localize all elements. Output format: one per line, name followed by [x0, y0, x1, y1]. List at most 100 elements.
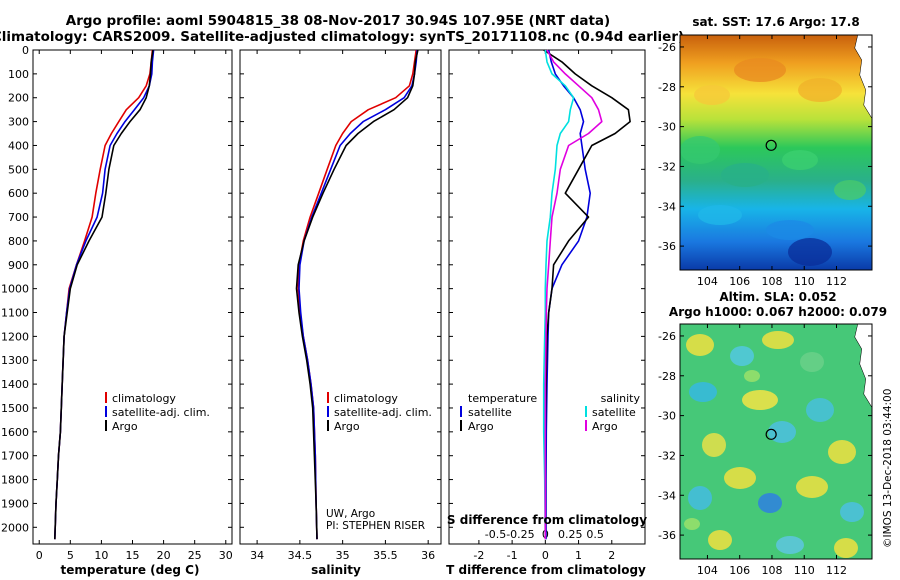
- legend-title-temperature: temperature: [468, 392, 537, 405]
- y-tick-label: 500: [8, 163, 29, 176]
- x-tick-label: 0: [36, 549, 43, 562]
- legend-label-salinity-satellite: satellite: [592, 406, 636, 419]
- lat-tick-label: -28: [658, 370, 676, 383]
- series-line-satellite-adj-clim-: [298, 49, 418, 540]
- salinity-difference-tick-label: -0.25: [506, 528, 534, 541]
- series-line-temperature-argo: [543, 49, 631, 540]
- sla-patch: [828, 440, 856, 464]
- sst-patch: [694, 85, 730, 105]
- y-tick-label: 1800: [1, 474, 29, 487]
- x-tick-label: 35.5: [373, 549, 398, 562]
- y-tick-label: 400: [8, 139, 29, 152]
- y-tick-label: 100: [8, 68, 29, 81]
- sst-map-frame: [679, 34, 873, 271]
- salinity-difference-tick-label: 0.5: [586, 528, 604, 541]
- y-tick-label: 0: [22, 44, 29, 57]
- imos-credit: ©IMOS 13-Dec-2018 03:44:00: [882, 389, 894, 548]
- salinity-difference-tick-label: -0.5: [485, 528, 506, 541]
- temperature-plot-frame: [32, 49, 233, 545]
- sla-patch: [684, 518, 700, 530]
- temperature-axis-label: temperature (deg C): [61, 563, 200, 577]
- sla-patch: [776, 536, 804, 554]
- lat-tick-label: -30: [658, 410, 676, 423]
- temperature-difference-x-axis: -2 -1 0 1 2: [473, 50, 615, 562]
- lon-tick-label: 112: [826, 275, 847, 288]
- series-line-argo: [295, 49, 419, 540]
- lon-tick-label: 104: [697, 564, 718, 577]
- x-tick-label: 15: [126, 549, 140, 562]
- data-credit-line2: PI: STEPHEN RISER: [326, 520, 425, 532]
- y-tick-label: 1100: [1, 307, 29, 320]
- data-credit-line1: UW, Argo: [326, 508, 375, 520]
- salinity-difference-axis-label: S difference from climatology: [447, 513, 647, 527]
- lat-tick-label: -28: [658, 81, 676, 94]
- y-tick-label: 1600: [1, 426, 29, 439]
- legend-label-temperature-argo: Argo: [468, 420, 494, 433]
- sla-map-panel: Altim. SLA: 0.052 Argo h1000: 0.067 h200…: [658, 290, 887, 577]
- sla-patch: [806, 398, 834, 422]
- sst-patch: [721, 163, 769, 187]
- legend-label-temperature-satellite: satellite: [468, 406, 512, 419]
- x-tick-label: 10: [94, 549, 108, 562]
- sla-patch: [689, 382, 717, 402]
- legend-label-climatology: climatology: [112, 392, 176, 405]
- sla-map-title-line2: Argo h1000: 0.067 h2000: 0.079: [669, 305, 887, 319]
- sst-anomaly-patches: [680, 58, 866, 266]
- series-line-salinity-satellite: [542, 49, 575, 540]
- lon-tick-label: 106: [729, 564, 750, 577]
- y-tick-label: 1200: [1, 330, 29, 343]
- sla-patch: [686, 334, 714, 356]
- legend-label-argo: Argo: [334, 420, 360, 433]
- figure-title-line1: Argo profile: aoml 5904815_38 08-Nov-201…: [66, 13, 610, 29]
- difference-series: [542, 49, 631, 540]
- y-tick-label: 1300: [1, 354, 29, 367]
- sla-patch: [708, 530, 732, 550]
- sla-patch: [834, 538, 858, 558]
- legend-title-salinity: salinity: [601, 392, 641, 405]
- salinity-depth-ticks: [240, 49, 441, 528]
- sla-patch: [762, 331, 794, 349]
- salinity-difference-tick-label: 0.25: [558, 528, 583, 541]
- argo-float-marker: [765, 428, 777, 440]
- y-tick-label: 200: [8, 92, 29, 105]
- sst-patch: [834, 180, 866, 200]
- lon-tick-label: 110: [794, 564, 815, 577]
- x-tick-label: -1: [507, 549, 518, 562]
- x-tick-label: 0: [542, 549, 549, 562]
- y-tick-label: 300: [8, 116, 29, 129]
- difference-legend: temperature satellite Argo salinity sate…: [460, 392, 641, 433]
- sla-land: [855, 324, 872, 407]
- lat-tick-label: -32: [658, 160, 676, 173]
- y-tick-label: 900: [8, 259, 29, 272]
- lon-tick-label: 108: [761, 564, 782, 577]
- salinity-series: [295, 49, 419, 540]
- lat-tick-label: -36: [658, 240, 676, 253]
- y-tick-label: 1500: [1, 402, 29, 415]
- lon-tick-label: 108: [761, 275, 782, 288]
- y-tick-label: 2000: [1, 521, 29, 534]
- lat-tick-label: -34: [658, 489, 676, 502]
- sla-patch: [800, 352, 824, 372]
- lon-tick-label: 104: [697, 275, 718, 288]
- difference-panel: -2 -1 0 1 2 -0.5 -0.25 0 0.25 0.5 S difference f…: [446, 49, 647, 577]
- sla-patch: [724, 467, 756, 489]
- y-tick-label: 1700: [1, 450, 29, 463]
- legend-label-satellite: satellite-adj. clim.: [112, 406, 210, 419]
- sla-anomaly-patches: [684, 331, 864, 558]
- salinity-plot-frame: [239, 49, 442, 545]
- y-tick-label: 700: [8, 211, 29, 224]
- sla-patch: [702, 433, 726, 457]
- sst-patch: [788, 238, 832, 266]
- y-tick-label: 1900: [1, 497, 29, 510]
- sst-patch: [798, 78, 842, 102]
- salinity-panel: 34 34.5 35 35.5 36 salinity climatology sate…: [239, 49, 442, 577]
- sst-latitude-axis: -26 -28 -30 -32 -34 -36: [658, 41, 872, 253]
- depth-axis: 0 100 200 300 400 500 600 700 800 900 1000 1100 1200…: [1, 44, 232, 534]
- x-tick-label: 34.5: [288, 549, 313, 562]
- sla-patch: [758, 493, 782, 513]
- y-tick-label: 1000: [1, 283, 29, 296]
- x-tick-label: 1: [575, 549, 582, 562]
- y-tick-label: 1400: [1, 378, 29, 391]
- lon-tick-label: 112: [826, 564, 847, 577]
